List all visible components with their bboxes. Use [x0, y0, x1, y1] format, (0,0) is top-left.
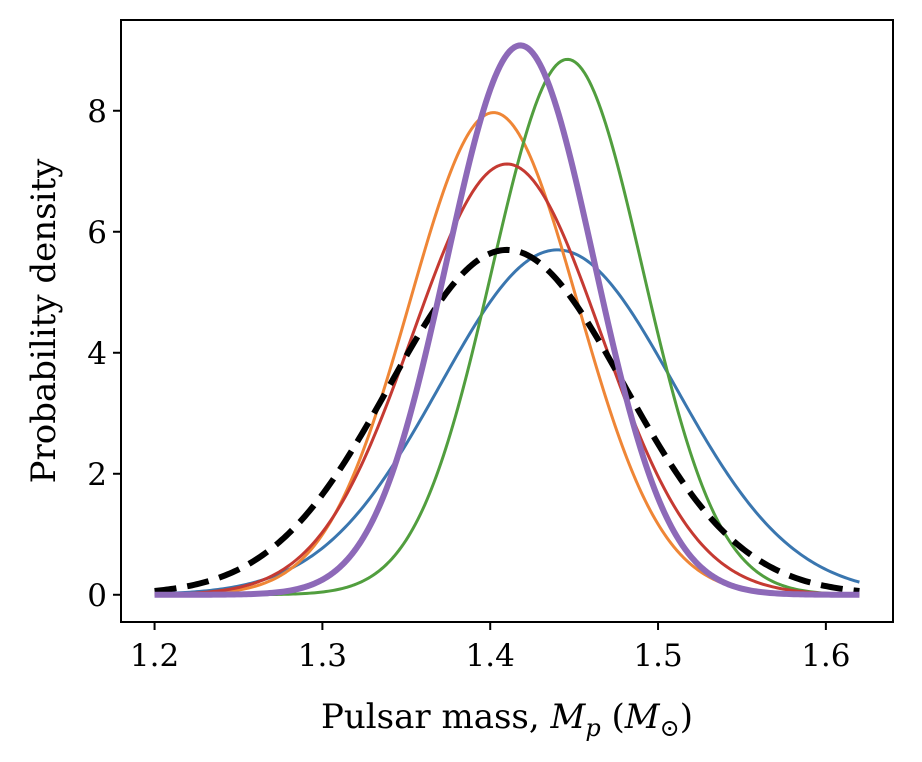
x-axis-label-unit-symbol: M: [624, 697, 661, 737]
x-axis-label-unit-close: ): [680, 697, 693, 737]
x-axis-label-symbol: M: [549, 697, 586, 737]
x-axis-ticks: 1.2 1.3 1.4 1.5 1.6: [130, 622, 851, 674]
series-line-2: [154, 111, 860, 597]
y-axis-ticks: 0 2 4 6 8: [87, 94, 121, 614]
x-tick-label: 1.6: [801, 638, 850, 674]
series-line-5: [153, 246, 861, 594]
x-tick-label: 1.4: [466, 638, 515, 674]
series-line-3: [154, 57, 860, 597]
x-tick-label: 1.2: [130, 638, 179, 674]
x-tick-label: 1.3: [298, 638, 347, 674]
series-line-1: [154, 248, 860, 596]
x-axis-label-subscript: p: [585, 714, 600, 742]
y-tick-label: 4: [87, 336, 107, 372]
x-tick-label: 1.5: [633, 638, 682, 674]
y-tick-label: 6: [87, 215, 107, 251]
x-axis-label-unit-open: (: [601, 697, 625, 737]
y-tick-label: 8: [87, 94, 107, 130]
y-tick-label: 2: [87, 457, 107, 493]
x-axis-label-text: Pulsar mass,: [321, 697, 550, 737]
curves: [153, 42, 861, 598]
plot-frame: [120, 19, 894, 623]
series-line-4: [154, 162, 860, 596]
y-axis-label: Probability density: [24, 158, 64, 483]
y-tick-label: 0: [87, 578, 107, 614]
x-axis-label: Pulsar mass, Mp (M⊙): [321, 697, 693, 742]
series-line-6: [153, 42, 861, 598]
x-axis-label-unit-subscript: ⊙: [660, 714, 680, 742]
